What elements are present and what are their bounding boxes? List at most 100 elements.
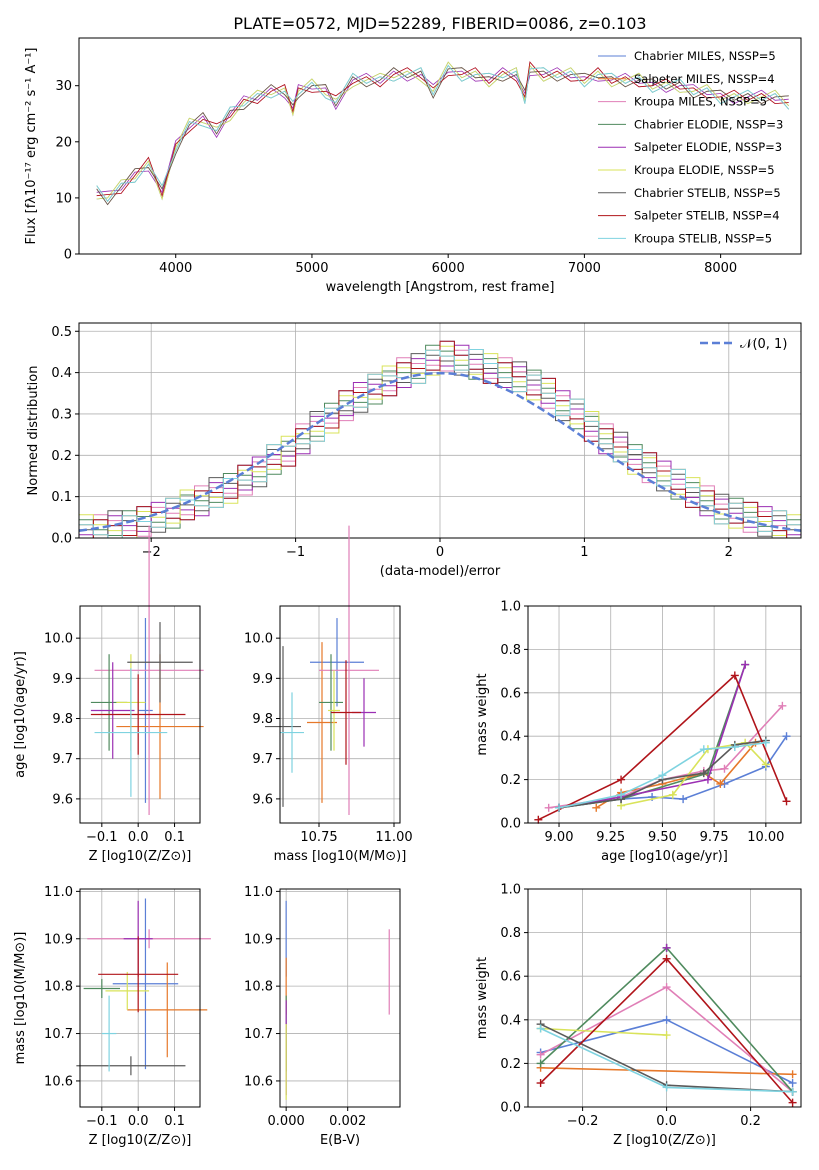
age-vs-z-panel: −0.1 0.0 0.1 9.6 9.7 9.8 9.9 10.0 Z [log10(Z/Z⊙)… xyxy=(13,525,204,864)
spectrum-line xyxy=(96,61,789,198)
y-tick-label: 0.3 xyxy=(51,407,72,422)
residual-histogram xyxy=(78,349,801,539)
y-tick-label: 10.9 xyxy=(244,932,273,947)
normal-curve xyxy=(78,371,802,533)
y-axis-label: Flux [fλ10⁻¹⁷ erg cm⁻² s⁻¹ A⁻¹] xyxy=(24,48,39,245)
weight-line xyxy=(558,664,746,809)
y-tick-label: 0.2 xyxy=(500,1057,521,1072)
x-axis-label: Z [log10(Z/Z⊙)] xyxy=(89,1133,192,1148)
x-tick-label: −0.1 xyxy=(86,1114,118,1129)
legend-label: Chabrier STELIB, NSSP=5 xyxy=(634,186,781,200)
x-tick-label: 0 xyxy=(436,545,444,560)
y-tick-label: 9.9 xyxy=(252,672,273,687)
mass-vs-z-panel: −0.1 0.0 0.1 10.6 10.7 10.8 10.9 11.0 Z [log10(Z… xyxy=(13,885,211,1148)
legend-label: Salpeter MILES, NSSP=4 xyxy=(634,72,775,86)
y-axis-label: mass weight xyxy=(475,957,490,1039)
x-tick-label: 11.00 xyxy=(375,830,412,845)
age-vs-mass-panel: 10.75 11.00 9.6 9.7 9.8 9.9 10.0 mass [log10(M/… xyxy=(244,525,413,864)
spectrum-line xyxy=(96,67,789,206)
y-tick-label: 10.0 xyxy=(44,632,73,647)
x-tick-label: 9.25 xyxy=(596,830,625,845)
y-tick-label: 0.0 xyxy=(51,532,72,547)
x-tick-label: 8000 xyxy=(704,261,737,276)
x-tick-label: 10.00 xyxy=(747,830,784,845)
legend-label: Kroupa MILES, NSSP=5 xyxy=(634,95,767,109)
x-tick-label: −0.1 xyxy=(86,830,118,845)
x-tick-label: 7000 xyxy=(568,261,601,276)
y-tick-label: 10.6 xyxy=(244,1074,273,1089)
weight-line xyxy=(558,739,766,809)
weight-line xyxy=(540,1027,667,1036)
y-tick-label: 0.8 xyxy=(500,926,521,941)
x-tick-label: 0.1 xyxy=(164,830,185,845)
x-tick-label: 9.00 xyxy=(545,830,574,845)
y-tick-label: 0.4 xyxy=(51,366,72,381)
legend-label: Kroupa ELODIE, NSSP=5 xyxy=(634,163,775,177)
y-tick-label: 10.6 xyxy=(44,1074,73,1089)
y-tick-label: 0.4 xyxy=(500,1013,521,1028)
spectrum-line xyxy=(96,64,790,202)
x-tick-label: 2 xyxy=(725,545,733,560)
y-axis-label: Normed distribution xyxy=(26,366,41,496)
y-tick-label: 10.7 xyxy=(44,1027,73,1042)
x-tick-label: −2 xyxy=(142,545,161,560)
spectrum-line xyxy=(96,64,790,202)
y-tick-label: 10.8 xyxy=(44,980,73,995)
spectrum-line xyxy=(96,67,789,194)
y-tick-label: 1.0 xyxy=(500,883,521,898)
x-axis-label: E(B-V) xyxy=(320,1133,360,1148)
spectrum-lines xyxy=(96,61,790,206)
y-tick-label: 0 xyxy=(64,248,72,263)
y-tick-label: 9.7 xyxy=(52,752,73,767)
y-tick-label: 0.5 xyxy=(51,325,72,340)
x-tick-label: 0.0 xyxy=(128,1114,149,1129)
x-tick-label: 0.0 xyxy=(656,1114,677,1129)
legend-label: Chabrier MILES, NSSP=5 xyxy=(634,49,776,63)
y-tick-label: 10.7 xyxy=(244,1027,273,1042)
weight-vs-age-panel: 9.00 9.25 9.50 9.75 10.00 0.0 0.2 0.4 0.6 0.8 1.0 a… xyxy=(475,600,802,864)
x-tick-label: 0.2 xyxy=(740,1114,761,1129)
x-tick-label: 0.000 xyxy=(268,1114,305,1129)
axes-frame xyxy=(78,37,802,255)
mass-vs-ebv-panel: 0.000 0.002 10.6 10.7 10.8 10.9 11.0 E(B-V) xyxy=(244,885,401,1148)
x-tick-label: 9.50 xyxy=(648,830,677,845)
y-tick-label: 10.0 xyxy=(244,632,273,647)
y-tick-label: 10.9 xyxy=(44,932,73,947)
y-tick-label: 9.9 xyxy=(52,672,73,687)
y-axis-label: age [log10(age/yr)] xyxy=(13,651,28,778)
y-tick-label: 9.8 xyxy=(52,712,73,727)
weight-line xyxy=(558,741,766,809)
x-tick-label: 6000 xyxy=(432,261,465,276)
y-tick-label: 11.0 xyxy=(44,885,73,900)
y-tick-label: 0.4 xyxy=(500,730,521,745)
x-tick-label: 0.002 xyxy=(329,1114,366,1129)
figure-title: PLATE=0572, MJD=52289, FIBERID=0086, z=0… xyxy=(233,14,646,33)
weight-vs-z-panel: −0.2 0.0 0.2 0.0 0.2 0.4 0.6 0.8 1.0 Z [log10(Z/Z… xyxy=(475,883,802,1148)
y-tick-label: 0.6 xyxy=(500,686,521,701)
x-tick-label: 10.75 xyxy=(300,830,337,845)
x-axis-label: mass [log10(M/M⊙)] xyxy=(274,849,407,864)
y-tick-label: 0.6 xyxy=(500,970,521,985)
y-tick-label: 10.8 xyxy=(244,980,273,995)
axes-frame xyxy=(279,888,401,1108)
x-tick-label: −1 xyxy=(286,545,305,560)
x-axis-label: age [log10(age/yr)] xyxy=(601,849,728,864)
y-tick-label: 11.0 xyxy=(244,885,273,900)
x-axis-label: wavelength [Angstrom, rest frame] xyxy=(326,280,555,295)
weight-line xyxy=(537,674,788,821)
y-tick-label: 0.2 xyxy=(51,449,72,464)
spectrum-line xyxy=(96,61,790,201)
y-tick-label: 9.7 xyxy=(252,752,273,767)
axes-frame xyxy=(79,605,201,824)
y-tick-label: 0.0 xyxy=(500,817,521,832)
legend-label: Chabrier ELODIE, NSSP=3 xyxy=(634,117,783,131)
y-tick-label: 30 xyxy=(55,79,72,94)
x-tick-label: 0.1 xyxy=(164,1114,185,1129)
x-axis-label: (data-model)/error xyxy=(380,564,501,579)
weight-line xyxy=(540,1067,793,1076)
y-tick-label: 0.1 xyxy=(51,490,72,505)
legend-label: Salpeter ELODIE, NSSP=3 xyxy=(634,140,782,154)
y-tick-label: 10 xyxy=(55,191,72,206)
x-axis-label: Z [log10(Z/Z⊙)] xyxy=(613,1133,716,1148)
